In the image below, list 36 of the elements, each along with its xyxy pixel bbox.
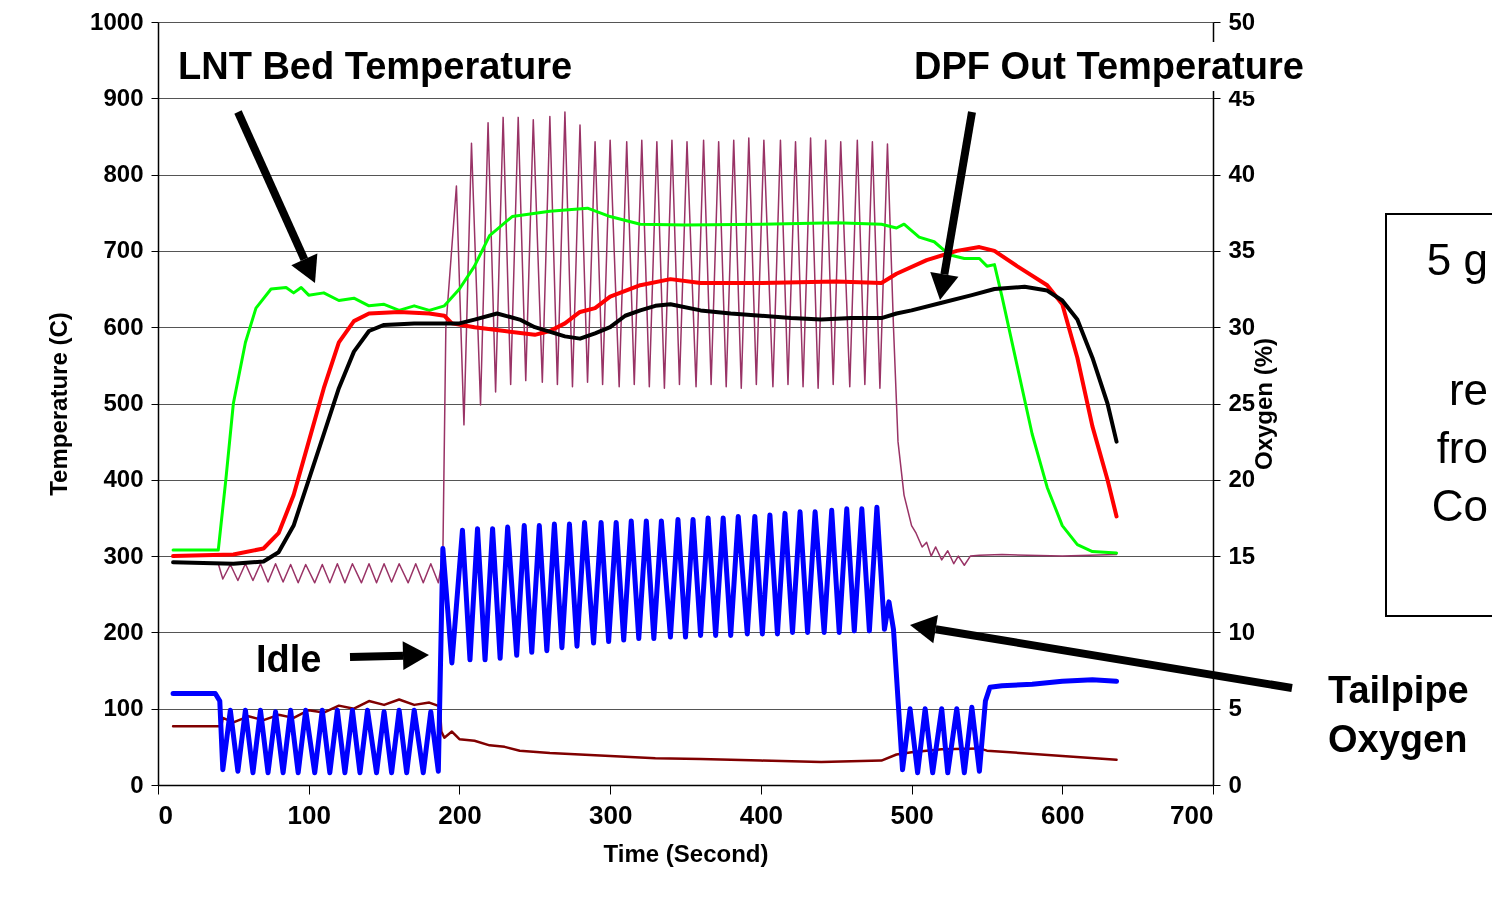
y2-tick-label: 0 (1228, 770, 1242, 798)
y-tick-label: 300 (103, 541, 144, 569)
y2-tick-label: 40 (1228, 160, 1256, 188)
text: Tailpipe Oxygen (1328, 668, 1470, 763)
y-tick-label: 900 (103, 83, 144, 111)
text-box: 5 g re fro Co (1385, 213, 1492, 617)
y2-tick-label: 15 (1228, 541, 1256, 569)
x-tick-label: 300 (588, 799, 633, 830)
x-tick-label: 400 (739, 799, 784, 830)
y-tick-label: 100 (103, 694, 144, 722)
y2-tick-label: 30 (1228, 312, 1256, 340)
x-tick-label: 600 (1041, 799, 1085, 830)
y-tick-label: 200 (103, 617, 144, 645)
y-tick-label: 400 (103, 465, 144, 493)
y2-tick-label: 50 (1228, 7, 1256, 35)
y-tick-label: 500 (103, 389, 144, 416)
y2-tick-label: 20 (1228, 465, 1256, 493)
x-tick-label: 500 (890, 799, 934, 830)
y-tick-label: 800 (103, 160, 144, 188)
y2-tick-label: 5 (1228, 694, 1242, 722)
y-tick-label: 700 (103, 236, 144, 264)
x-tick-label: 200 (438, 799, 482, 830)
annotation: DPF Out Temperature (912, 42, 1306, 92)
line-series (217, 111, 1118, 584)
annotation: LNT Bed Temperature (176, 42, 575, 92)
y-tick-label: 1000 (90, 7, 144, 35)
y-tick-label: 600 (103, 312, 144, 340)
y2-tick-label: 10 (1228, 617, 1256, 645)
y2-tick-label: 35 (1228, 236, 1256, 264)
x-tick-label: 700 (1170, 799, 1214, 830)
y-tick-label: 0 (130, 770, 144, 798)
x-axis-title: Time (Second) (603, 839, 769, 867)
x-tick-label: 100 (287, 799, 331, 830)
y-axis-title: Temperature (C) (45, 312, 73, 496)
x-tick-label: 0 (158, 799, 173, 830)
annotation: Idle (256, 637, 322, 682)
